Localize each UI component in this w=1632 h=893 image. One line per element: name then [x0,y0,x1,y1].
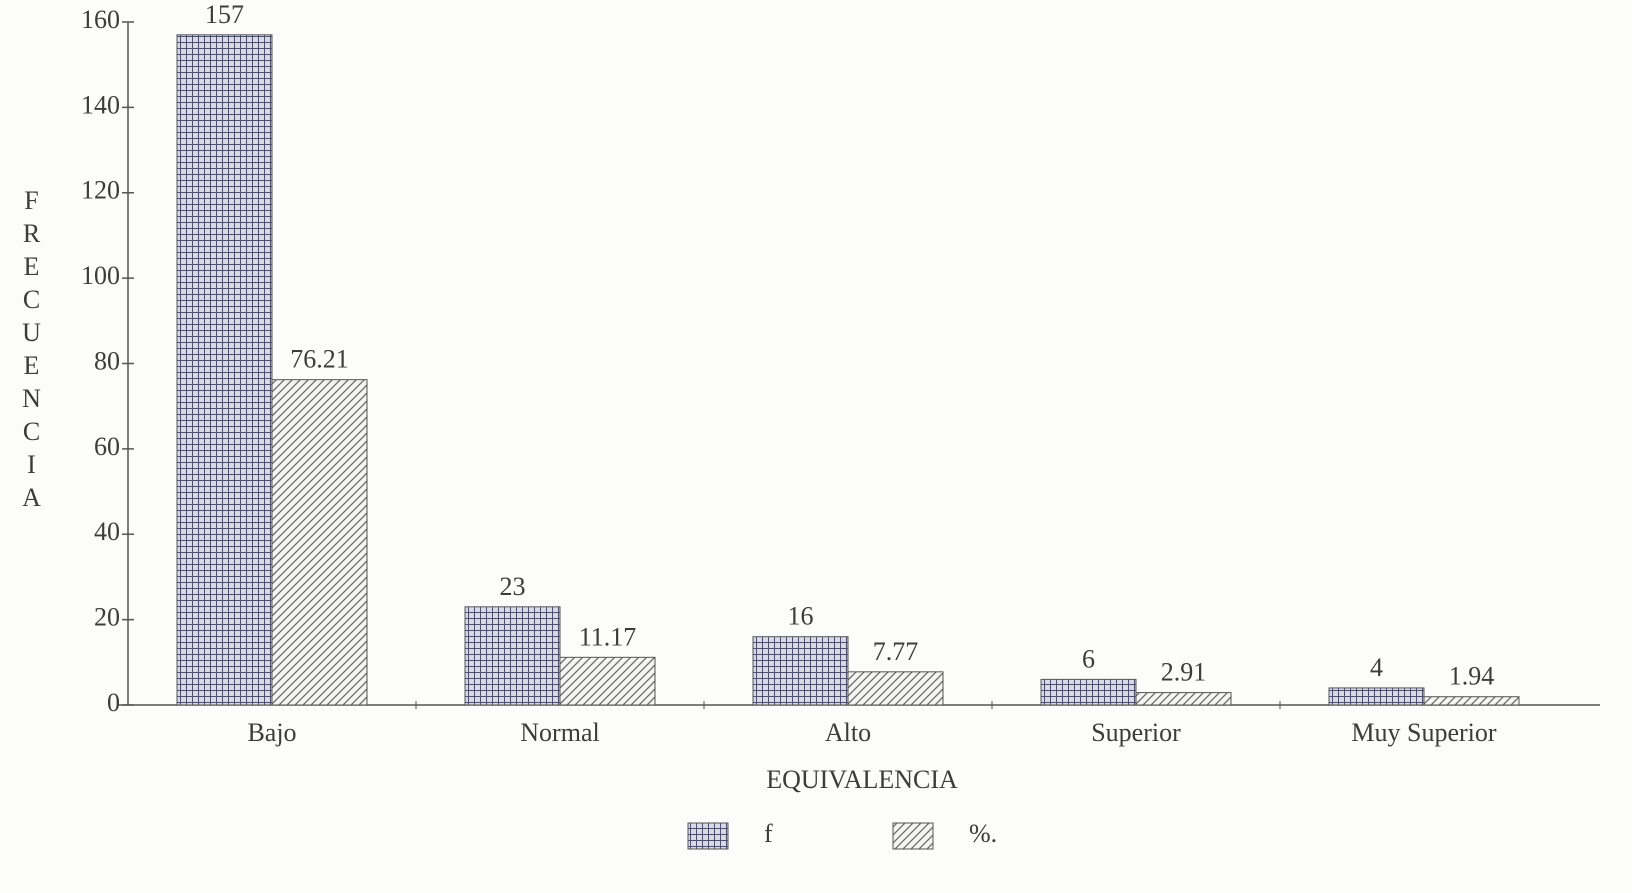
x-tick-label: Superior [1091,718,1181,747]
data-label: 2.91 [1161,658,1207,687]
data-label: 6 [1082,644,1095,673]
y-tick-label: 120 [81,176,120,205]
data-label: 16 [788,602,814,631]
x-tick-label: Bajo [247,718,296,747]
bar [271,379,368,706]
bar [176,34,273,706]
y-tick-label: 60 [94,432,120,461]
data-label: 1.94 [1449,662,1495,691]
data-label: 4 [1370,653,1383,682]
data-label: 7.77 [873,637,919,666]
data-label: 76.21 [290,345,349,374]
y-tick-label: 20 [94,603,120,632]
y-tick-label: 100 [81,261,120,290]
y-tick-label: 160 [81,5,120,34]
data-label: 23 [500,572,526,601]
bar [1135,692,1232,706]
legend-swatch [687,822,729,850]
x-tick-label: Normal [520,718,599,747]
legend-label: %. [969,819,997,848]
x-axis-label: EQUIVALENCIA [766,765,958,794]
legend-label: f [764,819,773,848]
bar [1040,678,1137,706]
legend-swatch [892,822,934,850]
bar [847,671,944,706]
y-axis-label: FRECUENCIA [17,186,46,516]
data-label: 11.17 [579,622,637,651]
bar [1328,687,1425,706]
y-tick-label: 80 [94,346,120,375]
data-label: 157 [205,0,244,29]
bar [1423,696,1520,706]
bar [752,636,849,706]
x-tick-label: Alto [825,718,871,747]
y-tick-label: 40 [94,517,120,546]
bar [464,606,561,706]
bar [559,656,656,706]
y-tick-label: 140 [81,90,120,119]
y-tick-label: 0 [107,688,120,717]
x-tick-label: Muy Superior [1351,718,1497,747]
